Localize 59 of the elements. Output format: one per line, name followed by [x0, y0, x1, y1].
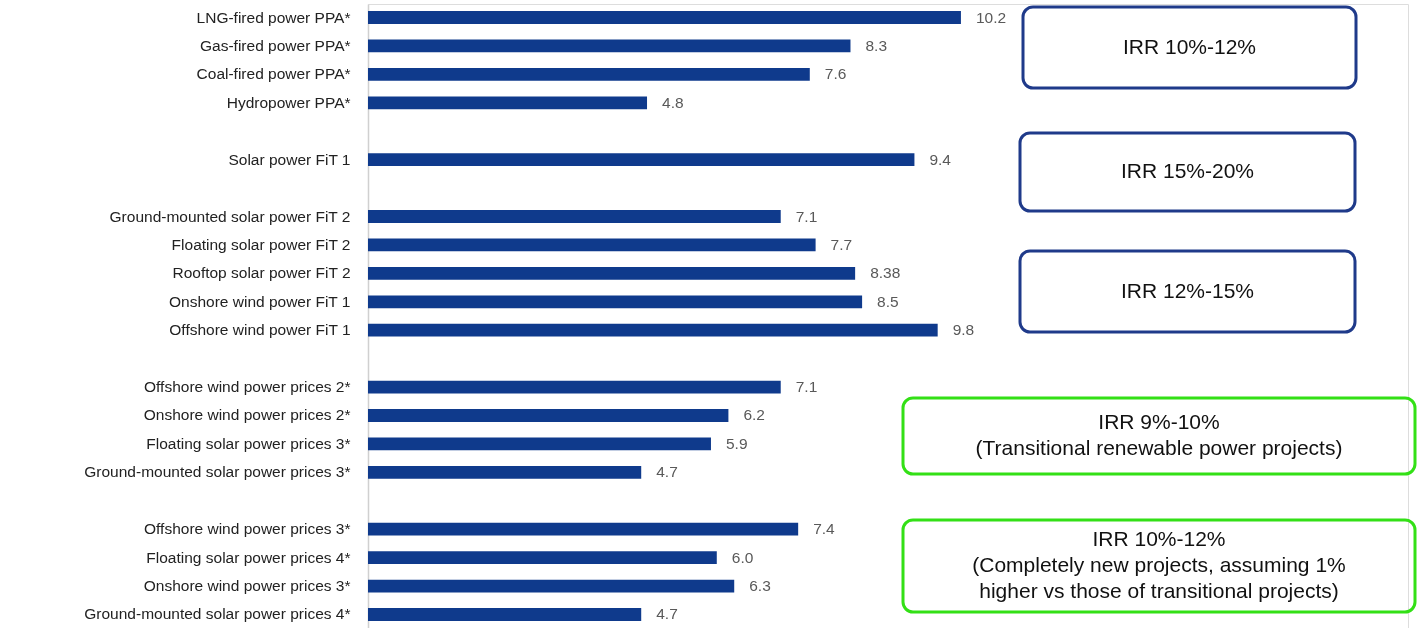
- data-label: 7.6: [824, 65, 847, 83]
- bar: [368, 266, 856, 280]
- data-label: 5.9: [725, 434, 748, 452]
- data-label: 7.4: [813, 520, 836, 538]
- y-tick-label: Floating solar power FiT 2: [171, 235, 351, 253]
- data-label: 4.7: [656, 605, 678, 623]
- bar: [368, 608, 642, 621]
- text: IRR 9%-10% (Transitional renewable power projects): [975, 410, 1343, 459]
- data-label: 8.38: [870, 264, 901, 282]
- text: IRR 10%-12%: [1122, 34, 1257, 58]
- bar: [368, 465, 642, 479]
- y-tick-label: Offshore wind power prices 3*: [144, 520, 351, 538]
- bar: [368, 437, 711, 451]
- data-label: 9.4: [929, 150, 952, 168]
- y-tick-label: LNG-fired power PPA*: [196, 8, 351, 26]
- data-label: 6.3: [749, 577, 771, 595]
- y-tick-label: Solar power FiT 1: [228, 150, 351, 168]
- bar: [368, 238, 816, 252]
- text: IRR 12%-15%: [1120, 278, 1255, 302]
- data-label: 8.3: [865, 36, 888, 54]
- bar: [368, 380, 781, 394]
- y-tick-label: Gas-fired power PPA*: [200, 36, 351, 54]
- y-tick-label: Ground-mounted solar power FiT 2: [109, 207, 351, 225]
- data-label: 7.1: [795, 207, 818, 225]
- y-tick-label: Floating solar power prices 4*: [146, 548, 351, 566]
- data-label: 4.7: [656, 463, 678, 481]
- bar: [368, 96, 648, 110]
- data-label: 4.8: [662, 93, 684, 111]
- bar: [368, 67, 810, 81]
- y-tick-label: Onshore wind power FiT 1: [169, 292, 351, 310]
- data-label: 7.1: [795, 378, 818, 396]
- y-tick-label: Offshore wind power prices 2*: [144, 378, 351, 396]
- bar: [368, 579, 735, 593]
- bar: [368, 210, 781, 223]
- bar: [368, 323, 938, 337]
- bar: [368, 39, 851, 53]
- bar: [368, 551, 717, 565]
- y-tick-label: Floating solar power prices 3*: [146, 434, 351, 452]
- bar: [368, 409, 729, 422]
- data-label: 7.7: [830, 235, 853, 253]
- bar: [368, 295, 863, 309]
- y-tick-label: Onshore wind power prices 3*: [143, 577, 351, 595]
- data-label: 6.0: [731, 548, 754, 566]
- bar: [368, 522, 799, 536]
- bar: [368, 153, 915, 167]
- text: IRR 15%-20%: [1120, 159, 1255, 182]
- y-tick-label: Coal-fired power PPA*: [196, 65, 351, 83]
- y-tick-label: Offshore wind power FiT 1: [169, 321, 351, 339]
- y-tick-label: Onshore wind power prices 2*: [143, 406, 351, 424]
- data-label: 6.2: [743, 406, 765, 424]
- y-tick-label: Ground-mounted solar power prices 4*: [84, 605, 351, 623]
- y-tick-label: Rooftop solar power FiT 2: [172, 264, 351, 282]
- bar: [368, 11, 961, 24]
- text: IRR 10%-12% (Completely new projects, assuming 1% higher vs those of transitional projects): [972, 527, 1346, 602]
- data-label: 8.5: [877, 292, 899, 310]
- data-label: 9.8: [952, 321, 975, 339]
- data-label: 10.2: [975, 8, 1007, 26]
- y-tick-label: Hydropower PPA*: [226, 93, 351, 111]
- y-tick-label: Ground-mounted solar power prices 3*: [84, 463, 351, 481]
